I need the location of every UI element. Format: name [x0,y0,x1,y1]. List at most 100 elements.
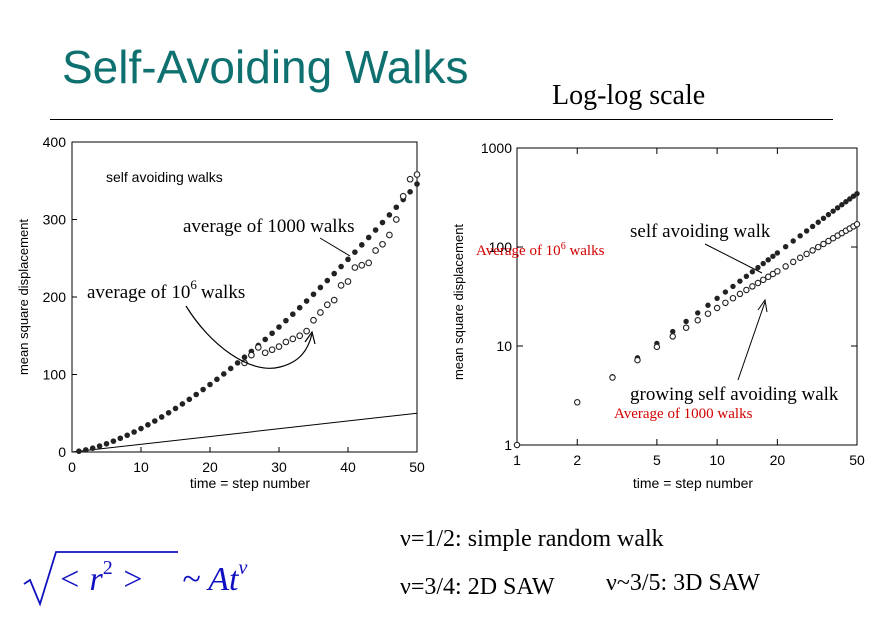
data-point-filled [730,284,735,289]
red-label-average-10-6: Average of 106 walks [476,241,605,259]
data-point-filled [159,414,165,420]
y-tick-label: 0 [58,444,66,460]
data-point-open [338,283,344,289]
data-point-open [514,442,519,447]
data-point-open [255,345,261,351]
data-point-open [755,280,760,285]
data-point-open [761,277,766,282]
x-tick-labels: 1 2 5 10 20 50 [513,452,865,468]
data-point-filled [193,392,199,398]
data-point-open [262,350,268,356]
scaling-formula: < r2 > ~ Atν [20,548,300,608]
data-point-open [683,325,688,330]
data-point-filled [775,250,780,255]
data-point-open [325,302,331,308]
data-point-filled [394,204,400,210]
data-point-filled [766,257,771,262]
data-point-filled [276,324,282,330]
data-point-filled [214,377,220,383]
x-tick-label: 50 [409,459,425,475]
data-point-filled [290,311,296,317]
data-point-filled [783,244,788,249]
data-point-filled [407,189,413,195]
data-point-filled [816,220,821,225]
data-point-open [407,176,413,182]
note-nu-half: ν=1/2: simple random walk [400,526,664,553]
y-tick-label: 1000 [481,140,512,156]
data-point-filled [311,291,317,297]
data-point-filled [325,278,331,284]
annotation-average-10: average of 10 [87,282,190,303]
data-point-open [797,255,802,260]
data-point-filled [131,429,137,435]
data-point-filled [810,224,815,229]
data-point-filled [791,238,796,243]
data-point-open [730,295,735,300]
data-point-open [269,347,275,353]
data-point-open [635,357,640,362]
arrow-gsaw [738,302,765,380]
data-point-filled [366,235,372,241]
data-point-open [810,248,815,253]
x-tick-label: 20 [770,452,786,468]
y-tick-labels: 1101001000 [481,140,512,453]
data-point-filled [352,249,358,255]
data-point-open [304,328,310,334]
formula-r-squared: < r2 > [58,557,144,598]
data-point-filled [83,447,89,453]
x-axis-label: time = step number [633,475,754,491]
data-point-filled [97,443,103,449]
data-point-filled [723,289,728,294]
data-point-open [783,264,788,269]
data-point-open [737,291,742,296]
slide-title: Self-Avoiding Walks [62,40,469,94]
data-point-filled [304,298,310,304]
data-point-open [297,333,303,339]
data-point-filled [826,212,831,217]
annotation-self-avoiding-walk: self avoiding walk [630,221,771,242]
y-tick-label: 400 [43,134,67,150]
data-point-filled [90,445,96,451]
data-point-filled [714,296,719,301]
data-point-open [775,269,780,274]
data-point-open [318,310,324,316]
data-point-filled [297,305,303,311]
data-point-filled [180,401,186,407]
data-point-open [654,344,659,349]
data-point-open [373,248,379,254]
data-point-filled [76,448,82,454]
data-point-open [723,300,728,305]
x-tick-label: 5 [653,452,661,468]
data-point-filled [111,438,117,444]
data-point-filled [387,212,393,218]
data-point-open [670,334,675,339]
data-point-open [804,251,809,256]
data-point-open [380,242,386,248]
annotation-self-avoiding-walks: self avoiding walks [106,169,223,185]
data-point-filled [705,303,710,308]
data-point-open [366,260,372,266]
y-tick-label: 100 [43,367,67,383]
data-point-filled [138,426,144,432]
data-point-filled [797,233,802,238]
x-tick-labels: 0 10 20 30 40 50 [68,459,425,475]
data-point-filled [318,285,324,291]
data-point-filled [695,310,700,315]
data-point-open [705,311,710,316]
x-tick-label: 2 [573,452,581,468]
data-point-filled [737,278,742,283]
data-point-open [816,244,821,249]
data-point-open [821,241,826,246]
data-point-filled [331,271,337,277]
data-point-filled [235,360,241,366]
data-point-open [744,287,749,292]
x-tick-label: 30 [271,459,287,475]
data-point-open [345,279,351,285]
note-nu-3-5: ν~3/5: 3D SAW [606,570,760,597]
data-point-open [387,232,393,238]
annotation-growing-saw: growing self avoiding walk [630,384,839,405]
arrow-saw [705,244,762,273]
slide-subtitle: Log-log scale [552,80,705,112]
data-point-filled [173,406,179,412]
data-point-open [276,344,282,350]
